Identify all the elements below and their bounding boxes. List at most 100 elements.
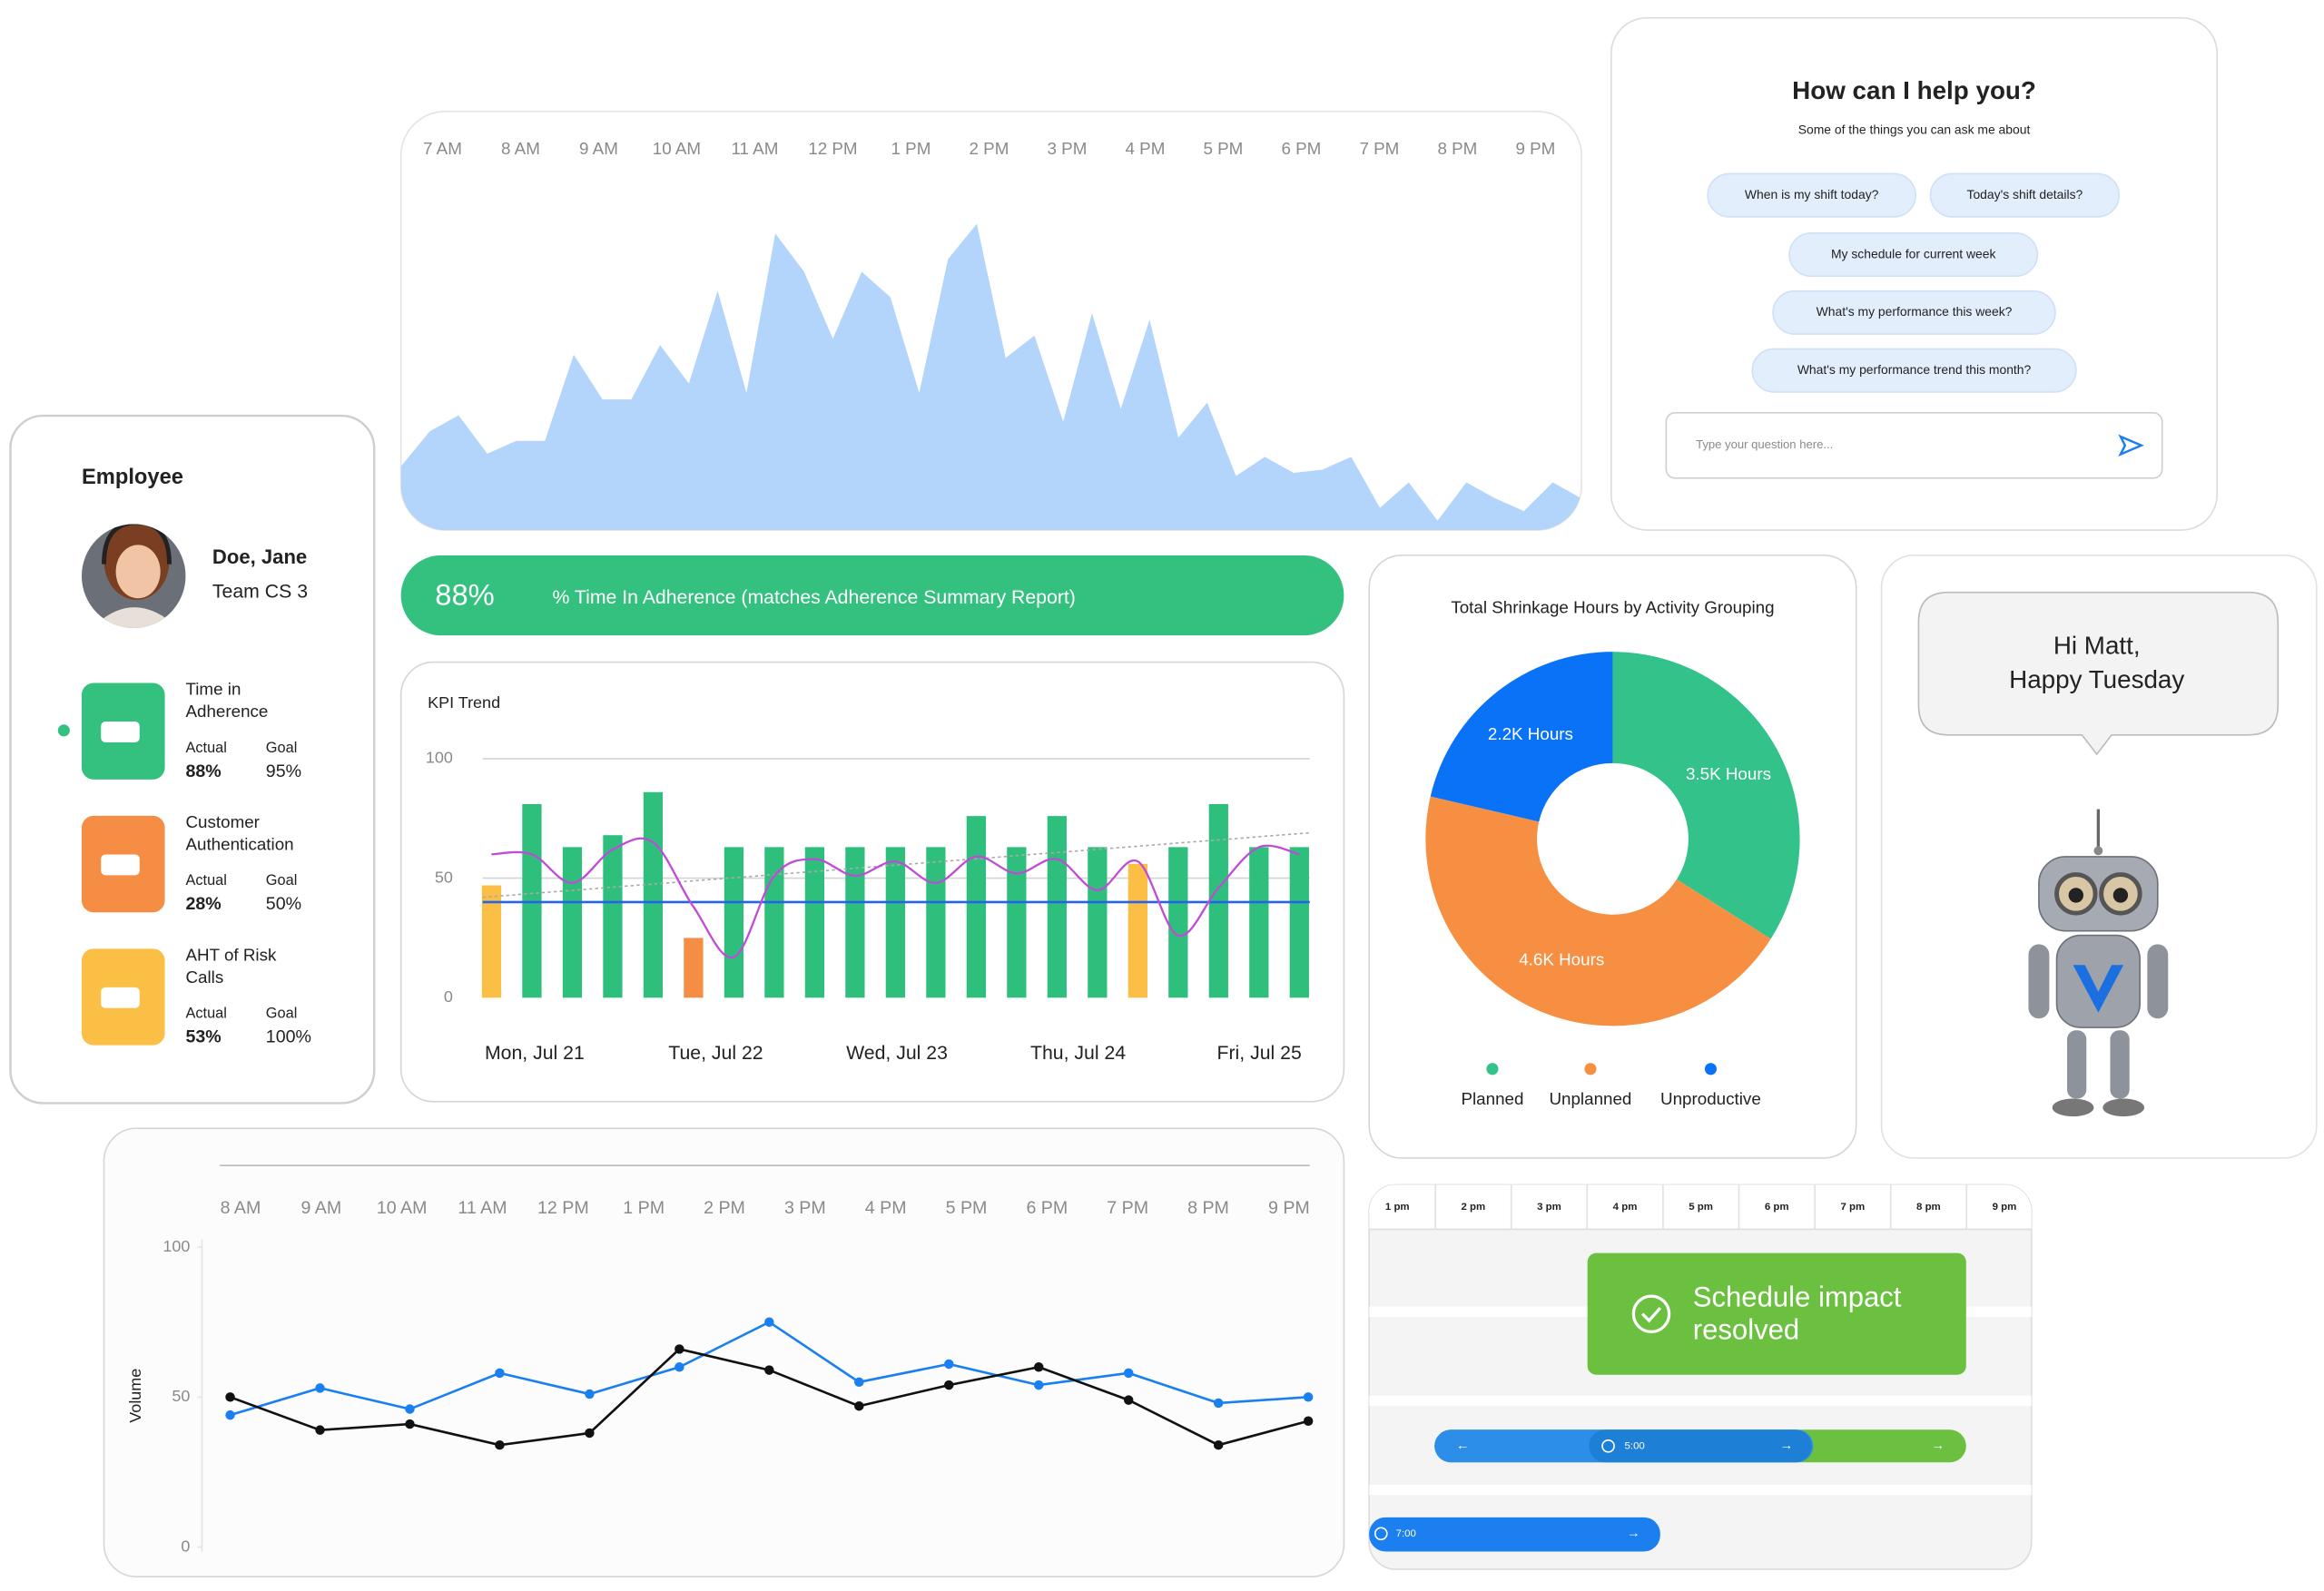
point xyxy=(315,1383,325,1393)
y-tick-label: 100 xyxy=(162,1237,190,1255)
input-placeholder: Type your question here... xyxy=(1696,437,1833,451)
adherence-value: 88% xyxy=(435,577,494,611)
bar xyxy=(845,847,865,998)
x-tick-label: Mon, Jul 21 xyxy=(485,1042,585,1064)
point xyxy=(854,1377,864,1388)
point xyxy=(1033,1380,1044,1390)
metric-label: Time in xyxy=(185,680,241,699)
shift-handle[interactable] xyxy=(1589,1429,1812,1463)
bar xyxy=(1047,816,1067,998)
shrinkage-title: Total Shrinkage Hours by Activity Groupi… xyxy=(1451,598,1774,617)
actual-label: Actual xyxy=(185,872,226,889)
actual-label: Actual xyxy=(185,1006,226,1022)
goal-value: 50% xyxy=(266,894,301,914)
trend-line xyxy=(482,831,1310,899)
bar xyxy=(1128,863,1147,998)
donut-slice xyxy=(1425,796,1771,1026)
legend-dot xyxy=(1486,1063,1499,1075)
x-tick-label: 5 PM xyxy=(1203,139,1243,158)
volume-card xyxy=(103,1127,1345,1578)
x-tick-label: Tue, Jul 22 xyxy=(668,1042,763,1064)
robot xyxy=(2028,809,2169,1117)
x-tick-label: 7 PM xyxy=(1359,139,1399,158)
bar xyxy=(1289,847,1309,998)
legend-label: Planned xyxy=(1461,1089,1523,1108)
bar xyxy=(885,847,906,998)
greeting-line: Hi Matt, xyxy=(2053,632,2141,660)
x-tick-label: 6 PM xyxy=(1281,139,1321,158)
suggestion-chip[interactable] xyxy=(1751,348,2077,393)
hour-label: 2 pm xyxy=(1462,1202,1486,1213)
point xyxy=(1303,1416,1314,1426)
actual-value: 28% xyxy=(185,894,221,914)
x-tick-label: 11 AM xyxy=(458,1198,507,1218)
active-dot xyxy=(57,724,70,737)
donut-slice xyxy=(1430,652,1613,822)
x-tick-label: 2 PM xyxy=(704,1198,745,1218)
point xyxy=(944,1380,954,1390)
point xyxy=(1213,1439,1224,1450)
notice-line: resolved xyxy=(1693,1314,1799,1346)
check-mark xyxy=(1641,1307,1662,1323)
slice-label: 4.6K Hours xyxy=(1519,950,1604,969)
bar xyxy=(603,835,623,998)
metric-label: Adherence xyxy=(185,702,268,721)
point xyxy=(1213,1398,1224,1409)
kpi-card xyxy=(399,661,1345,1103)
x-tick-label: 2 PM xyxy=(969,139,1009,158)
shift-bar[interactable] xyxy=(1369,1517,1660,1552)
assistant-title: How can I help you? xyxy=(1792,76,2036,104)
x-tick-label: 9 PM xyxy=(1515,139,1555,158)
suggestion-text: When is my shift today? xyxy=(1745,187,1879,201)
actual-value: 53% xyxy=(185,1027,221,1047)
x-tick-label: 10 AM xyxy=(377,1198,428,1218)
legend-dot xyxy=(1704,1063,1717,1075)
bar xyxy=(1208,803,1228,998)
bar xyxy=(1249,847,1269,998)
bar xyxy=(684,938,704,998)
employee-heading: Employee xyxy=(82,466,183,489)
x-tick-label: 9 AM xyxy=(579,139,618,158)
bar xyxy=(481,885,502,998)
shift-time: 5:00 xyxy=(1625,1440,1645,1451)
question-input[interactable] xyxy=(1665,411,2163,479)
metric-icon-inner xyxy=(101,722,140,742)
employee-card xyxy=(9,414,376,1105)
arrow: → xyxy=(1931,1439,1945,1453)
slice-label: 3.5K Hours xyxy=(1686,764,1771,783)
metric-icon-inner xyxy=(101,987,140,1008)
x-tick-label: 9 PM xyxy=(1268,1198,1310,1218)
point xyxy=(495,1439,505,1450)
hour-label: 1 pm xyxy=(1385,1202,1410,1213)
send-button[interactable] xyxy=(2118,434,2144,457)
x-tick-label: Fri, Jul 25 xyxy=(1216,1042,1301,1064)
bar xyxy=(1088,847,1108,998)
legend-label: Unproductive xyxy=(1660,1089,1761,1108)
suggestion-chip[interactable] xyxy=(1707,172,1916,218)
avatar xyxy=(81,524,186,628)
schedule-card xyxy=(1368,1183,2033,1570)
y-tick-label: 0 xyxy=(444,987,453,1006)
metric-label: AHT of Risk xyxy=(185,945,277,964)
point xyxy=(944,1359,954,1370)
point xyxy=(225,1392,235,1402)
point xyxy=(1123,1395,1134,1405)
suggestion-chip[interactable] xyxy=(1929,172,2121,218)
actual-label: Actual xyxy=(185,740,226,756)
donut-slice xyxy=(1612,652,1800,939)
bar xyxy=(1007,847,1027,998)
suggestion-chip[interactable] xyxy=(1788,232,2039,278)
point xyxy=(1033,1362,1044,1372)
point xyxy=(315,1425,325,1435)
x-tick-label: 4 PM xyxy=(1125,139,1165,158)
x-tick-label: 8 AM xyxy=(221,1198,261,1218)
check-icon xyxy=(1631,1294,1671,1333)
suggestion-chip[interactable] xyxy=(1772,290,2056,335)
x-tick-label: 8 PM xyxy=(1437,139,1477,158)
x-tick-label: 7 AM xyxy=(423,139,462,158)
slice-label: 2.2K Hours xyxy=(1488,724,1573,743)
clock-icon xyxy=(1601,1439,1615,1453)
point xyxy=(225,1409,235,1420)
suggestion-text: Today's shift details? xyxy=(1967,187,2083,201)
